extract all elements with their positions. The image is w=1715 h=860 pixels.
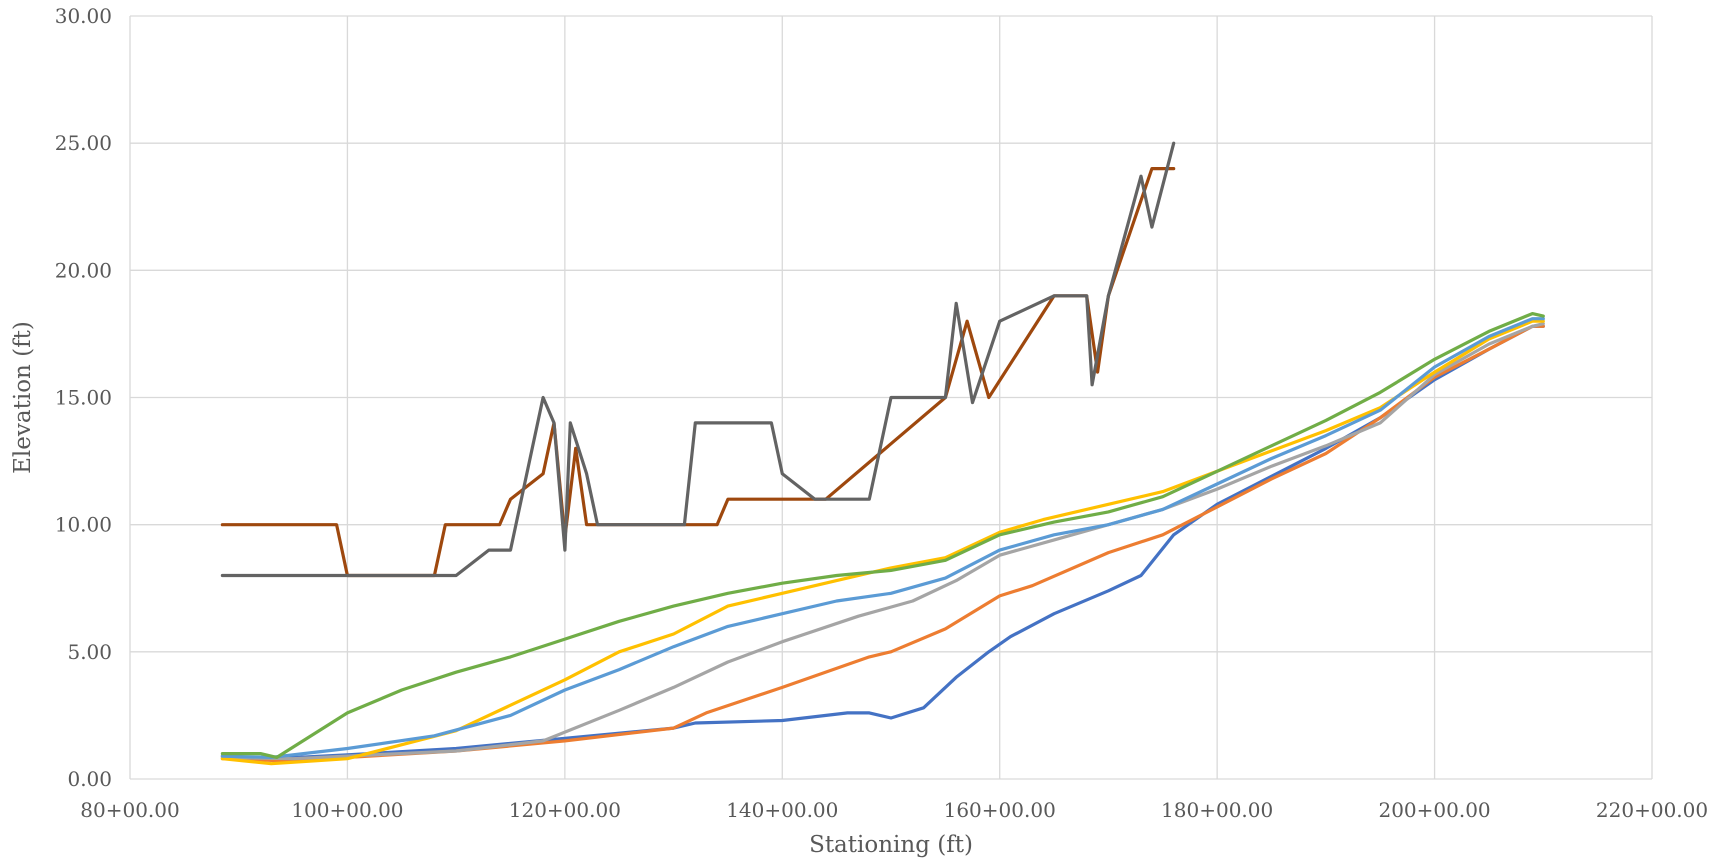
tick-label-layer: 0.00 5.00 10.00 15.00 20.00 25.00 30.00 80+00.0… [55, 4, 1708, 822]
y-tick-label: 25.00 [55, 131, 112, 155]
y-tick-label: 30.00 [55, 4, 112, 28]
x-tick-label: 180+00.00 [1161, 798, 1273, 822]
series-layer [220, 141, 1545, 766]
x-tick-label: 140+00.00 [726, 798, 838, 822]
x-tick-label: 80+00.00 [80, 798, 179, 822]
series-line-1 [220, 324, 1545, 761]
y-tick-label: 15.00 [55, 386, 112, 410]
x-tick-label: 160+00.00 [944, 798, 1056, 822]
y-tick-label: 20.00 [55, 258, 112, 282]
y-tick-label: 10.00 [55, 513, 112, 537]
grid-layer [129, 15, 1653, 780]
x-tick-label: 100+00.00 [291, 798, 403, 822]
series-line-6 [220, 312, 1545, 760]
y-axis-title: Elevation (ft) [10, 321, 36, 474]
x-tick-label: 200+00.00 [1378, 798, 1490, 822]
y-tick-label: 5.00 [67, 640, 112, 664]
x-tick-label: 120+00.00 [509, 798, 621, 822]
series-line-3 [220, 322, 1545, 761]
y-tick-label: 0.00 [67, 767, 112, 791]
series-line-5 [220, 317, 1545, 760]
series-line-8 [220, 141, 1176, 578]
x-axis-title: Stationing (ft) [809, 832, 973, 858]
series-line-4 [220, 319, 1545, 766]
series-line-7 [220, 167, 1176, 578]
x-tick-label: 220+00.00 [1596, 798, 1708, 822]
series-line-2 [220, 324, 1545, 763]
